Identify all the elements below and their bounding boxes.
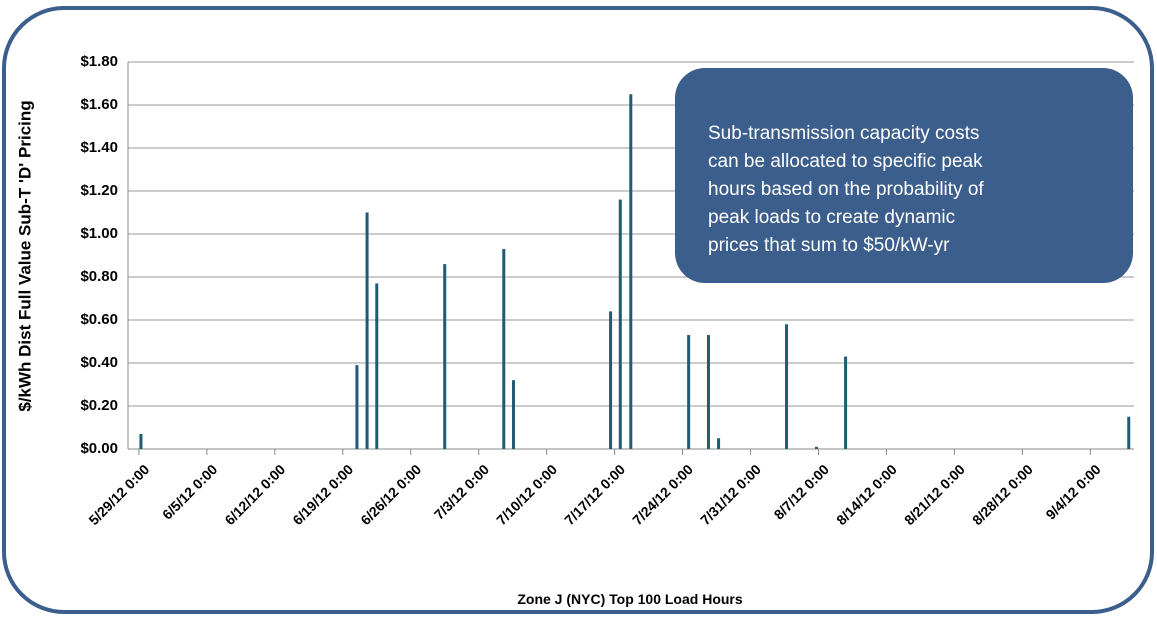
bar — [687, 335, 691, 449]
bar — [717, 438, 721, 449]
annotation-text: prices that sum to $50/kW-yr — [708, 235, 950, 256]
annotation-text: can be allocated to specific peak — [708, 151, 983, 172]
y-tick-label: $0.60 — [80, 311, 118, 328]
bar — [443, 264, 447, 449]
bar — [502, 249, 506, 449]
bar — [844, 356, 848, 449]
bar — [365, 212, 369, 449]
x-axis-title: Zone J (NYC) Top 100 Load Hours — [517, 591, 743, 607]
y-tick-label: $1.20 — [80, 182, 118, 199]
bar — [814, 446, 818, 449]
y-tick-label: $1.40 — [80, 139, 118, 156]
y-tick-label: $0.00 — [80, 440, 118, 457]
y-tick-label: $0.40 — [80, 354, 118, 371]
y-tick-label: $1.00 — [80, 225, 118, 242]
bar — [375, 283, 379, 449]
annotation-text: Sub-transmission capacity costs — [708, 123, 979, 144]
bar — [511, 380, 515, 449]
y-tick-label: $1.80 — [80, 53, 118, 70]
y-tick-label: $1.60 — [80, 96, 118, 113]
bar — [1127, 416, 1131, 449]
bar — [785, 324, 789, 449]
bar — [139, 433, 143, 449]
bar — [706, 335, 710, 449]
bar — [609, 311, 613, 449]
bar — [629, 94, 633, 449]
annotation-text: hours based on the probability of — [708, 179, 984, 200]
bar — [618, 199, 622, 449]
y-axis-title: $/kWh Dist Full Value Sub-T 'D' Pricing — [15, 100, 34, 411]
bar — [355, 365, 359, 449]
y-tick-label: $0.80 — [80, 268, 118, 285]
y-tick-label: $0.20 — [80, 397, 118, 414]
annotation-box — [675, 68, 1133, 283]
annotation-text: peak loads to create dynamic — [708, 207, 955, 228]
